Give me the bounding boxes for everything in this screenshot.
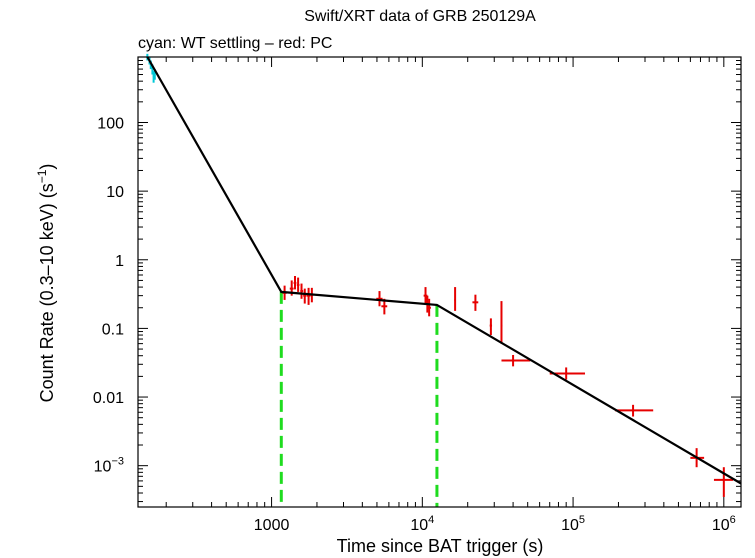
x-tick-base: 10	[561, 517, 579, 534]
pc-point	[489, 318, 493, 336]
y-tick-label: 100	[97, 115, 124, 132]
x-tick-base: 10	[712, 517, 730, 534]
x-tick-label: 106	[712, 514, 736, 534]
y-tick-label: 1	[115, 253, 124, 270]
y-axis-label-exp: −1	[35, 169, 49, 183]
pc-point	[501, 354, 531, 367]
y-tick-base: 0.01	[93, 390, 124, 407]
chart-subtitle: cyan: WT settling – red: PC	[138, 35, 332, 52]
pc-point	[615, 404, 654, 417]
pc-point	[303, 288, 307, 304]
y-tick-exp: −3	[111, 456, 124, 468]
y-tick-label: 10	[106, 184, 124, 201]
chart-title: Swift/XRT data of GRB 250129A	[304, 8, 536, 25]
pc-point	[713, 467, 733, 497]
x-tick-label: 104	[410, 514, 434, 534]
plot-frame	[137, 56, 742, 508]
x-axis-label: Time since BAT trigger (s)	[337, 536, 544, 556]
pc-point	[293, 276, 297, 290]
pc-point	[306, 287, 311, 305]
pc-point	[296, 277, 300, 292]
y-axis-label-close: )	[37, 164, 57, 170]
y-axis-label: Count Rate (0.3–10 keV) (s−1)	[35, 164, 57, 403]
pc-point	[454, 287, 457, 311]
x-tick-label: 1000	[254, 517, 290, 534]
y-tick-label: 10−3	[94, 456, 124, 476]
y-tick-base: 10	[94, 459, 112, 476]
pc-point	[472, 294, 479, 311]
x-tick-exp: 5	[579, 514, 585, 526]
x-tick-exp: 6	[730, 514, 736, 526]
y-tick-base: 10	[106, 184, 124, 201]
y-tick-label: 0.1	[102, 321, 124, 338]
break-lines	[279, 291, 439, 507]
x-tick-label: 105	[561, 514, 585, 534]
data-points	[146, 53, 733, 497]
plot-area	[138, 56, 741, 507]
pc-point	[500, 301, 503, 344]
pc-point	[300, 283, 304, 299]
y-tick-label: 0.01	[93, 390, 124, 407]
x-tick-base: 10	[410, 517, 428, 534]
model-line	[146, 56, 742, 485]
pc-point	[376, 291, 383, 307]
y-tick-base: 1	[115, 253, 124, 270]
pc-point	[427, 298, 431, 317]
y-axis-label-main: Count Rate (0.3–10 keV) (s	[37, 183, 57, 402]
x-tick-base: 1000	[254, 517, 290, 534]
model-fit	[146, 56, 742, 485]
x-tick-exp: 4	[428, 514, 434, 526]
y-tick-base: 0.1	[102, 321, 124, 338]
y-tick-base: 100	[97, 115, 124, 132]
